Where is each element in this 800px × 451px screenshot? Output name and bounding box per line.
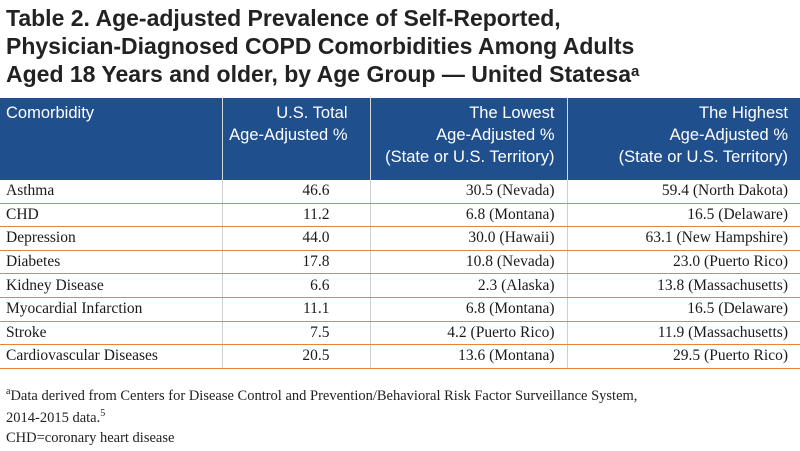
table-row: Depression 44.0 30.0 (Hawaii) 63.1 (New …	[0, 226, 800, 251]
cell-highest: 63.1 (New Hampshire)	[566, 226, 800, 251]
cell-highest: 11.9 (Massachusetts)	[566, 321, 800, 346]
header-comorbidity: Comorbidity	[0, 98, 222, 180]
comorbidity-table: Comorbidity U.S. Total Age-Adjusted % Th…	[0, 98, 800, 369]
header-highest-l1: The Highest	[699, 104, 788, 122]
cell-total: 11.2	[221, 203, 370, 228]
cell-lowest: 13.6 (Montana)	[369, 344, 567, 369]
header-lowest-l1: The Lowest	[469, 104, 555, 122]
table-row: Stroke 7.5 4.2 (Puerto Rico) 11.9 (Massa…	[0, 321, 800, 346]
table-row: Kidney Disease 6.6 2.3 (Alaska) 13.8 (Ma…	[0, 273, 800, 298]
cell-lowest: 30.5 (Nevada)	[369, 180, 567, 204]
footnote-line-1: aData derived from Centers for Disease C…	[6, 383, 796, 405]
cell-comorbidity: Stroke	[0, 321, 222, 346]
table-row: Cardiovascular Diseases 20.5 13.6 (Monta…	[0, 344, 800, 369]
table-row: Diabetes 17.8 10.8 (Nevada) 23.0 (Puerto…	[0, 250, 800, 275]
cell-lowest: 30.0 (Hawaii)	[369, 226, 567, 251]
footnote: aData derived from Centers for Disease C…	[6, 383, 796, 427]
header-us-total: U.S. Total Age-Adjusted %	[221, 98, 370, 180]
header-comorbidity-l1: Comorbidity	[6, 104, 95, 122]
cell-lowest: 10.8 (Nevada)	[369, 250, 567, 275]
cell-total: 20.5	[221, 344, 370, 369]
abbreviation-note: CHD=coronary heart disease	[6, 430, 175, 446]
cell-highest: 59.4 (North Dakota)	[566, 180, 800, 204]
cell-total: 11.1	[221, 297, 370, 322]
cell-lowest: 4.2 (Puerto Rico)	[369, 321, 567, 346]
header-lowest: The Lowest Age-Adjusted % (State or U.S.…	[369, 98, 567, 180]
footnote-text-1: Data derived from Centers for Disease Co…	[10, 387, 638, 404]
cell-highest: 13.8 (Massachusetts)	[566, 273, 800, 298]
title-line-3: Aged 18 Years and older, by Age Group — …	[6, 60, 796, 88]
footnote-line-2: 2014-2015 data.5	[6, 405, 796, 427]
cell-comorbidity: Diabetes	[0, 250, 222, 275]
cell-lowest: 6.8 (Montana)	[369, 297, 567, 322]
title-line-3-text: Aged 18 Years and older, by Age Group — …	[6, 61, 632, 87]
title-line-2: Physician-Diagnosed COPD Comorbidities A…	[6, 33, 635, 59]
table-header-row: Comorbidity U.S. Total Age-Adjusted % Th…	[0, 98, 800, 180]
cell-total: 7.5	[221, 321, 370, 346]
cell-total: 17.8	[221, 250, 370, 275]
table-row: Asthma 46.6 30.5 (Nevada) 59.4 (North Da…	[0, 180, 800, 204]
cell-comorbidity: Kidney Disease	[0, 273, 222, 298]
cell-highest: 16.5 (Delaware)	[566, 297, 800, 322]
header-us-total-l1: U.S. Total	[276, 104, 348, 122]
cell-lowest: 2.3 (Alaska)	[369, 273, 567, 298]
footnote-text-2: 2014-2015 data.	[6, 409, 101, 426]
header-highest-l2: Age-Adjusted %	[669, 126, 788, 144]
table-row: CHD 11.2 6.8 (Montana) 16.5 (Delaware)	[0, 203, 800, 228]
cell-highest: 29.5 (Puerto Rico)	[566, 344, 800, 369]
cell-comorbidity: Asthma	[0, 180, 222, 204]
title-superscript: a	[631, 63, 640, 80]
cell-comorbidity: Depression	[0, 226, 222, 251]
cell-highest: 16.5 (Delaware)	[566, 203, 800, 228]
cell-highest: 23.0 (Puerto Rico)	[566, 250, 800, 275]
cell-total: 46.6	[221, 180, 370, 204]
title-line-1: Table 2. Age-adjusted Prevalence of Self…	[6, 5, 561, 31]
header-highest-l3: (State or U.S. Territory)	[618, 148, 788, 166]
cell-comorbidity: Cardiovascular Diseases	[0, 344, 222, 369]
cell-total: 44.0	[221, 226, 370, 251]
cell-total: 6.6	[221, 273, 370, 298]
footnote-marker: a	[6, 386, 11, 397]
cell-comorbidity: CHD	[0, 203, 222, 228]
header-highest: The Highest Age-Adjusted % (State or U.S…	[566, 98, 800, 180]
header-us-total-l2: Age-Adjusted %	[229, 126, 348, 144]
cell-lowest: 6.8 (Montana)	[369, 203, 567, 228]
cell-comorbidity: Myocardial Infarction	[0, 297, 222, 322]
table-row: Myocardial Infarction 11.1 6.8 (Montana)…	[0, 297, 800, 322]
table-title: Table 2. Age-adjusted Prevalence of Self…	[6, 4, 796, 88]
footnote-reference: 5	[100, 407, 106, 419]
header-lowest-l3: (State or U.S. Territory)	[385, 148, 555, 166]
header-lowest-l2: Age-Adjusted %	[436, 126, 555, 144]
